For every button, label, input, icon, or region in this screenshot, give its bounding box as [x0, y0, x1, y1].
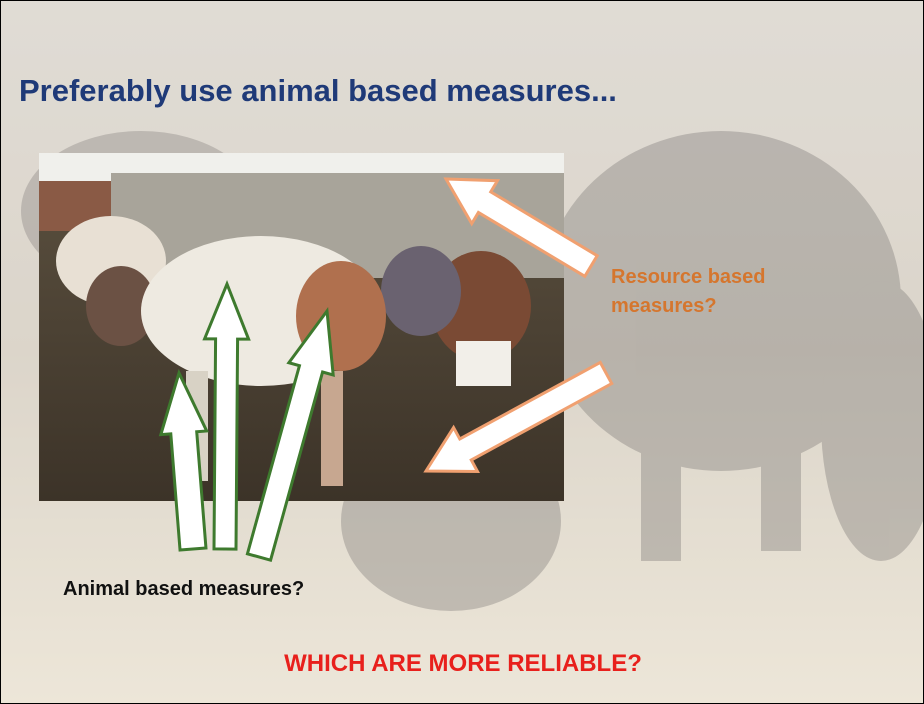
resource-label: Resource based measures? [611, 263, 861, 321]
animal-label: Animal based measures? [63, 578, 304, 601]
question: WHICH ARE MORE RELIABLE? [1, 650, 924, 678]
title: Preferably use animal based measures... [19, 73, 617, 109]
slide: Preferably use animal based measures... … [0, 0, 924, 704]
